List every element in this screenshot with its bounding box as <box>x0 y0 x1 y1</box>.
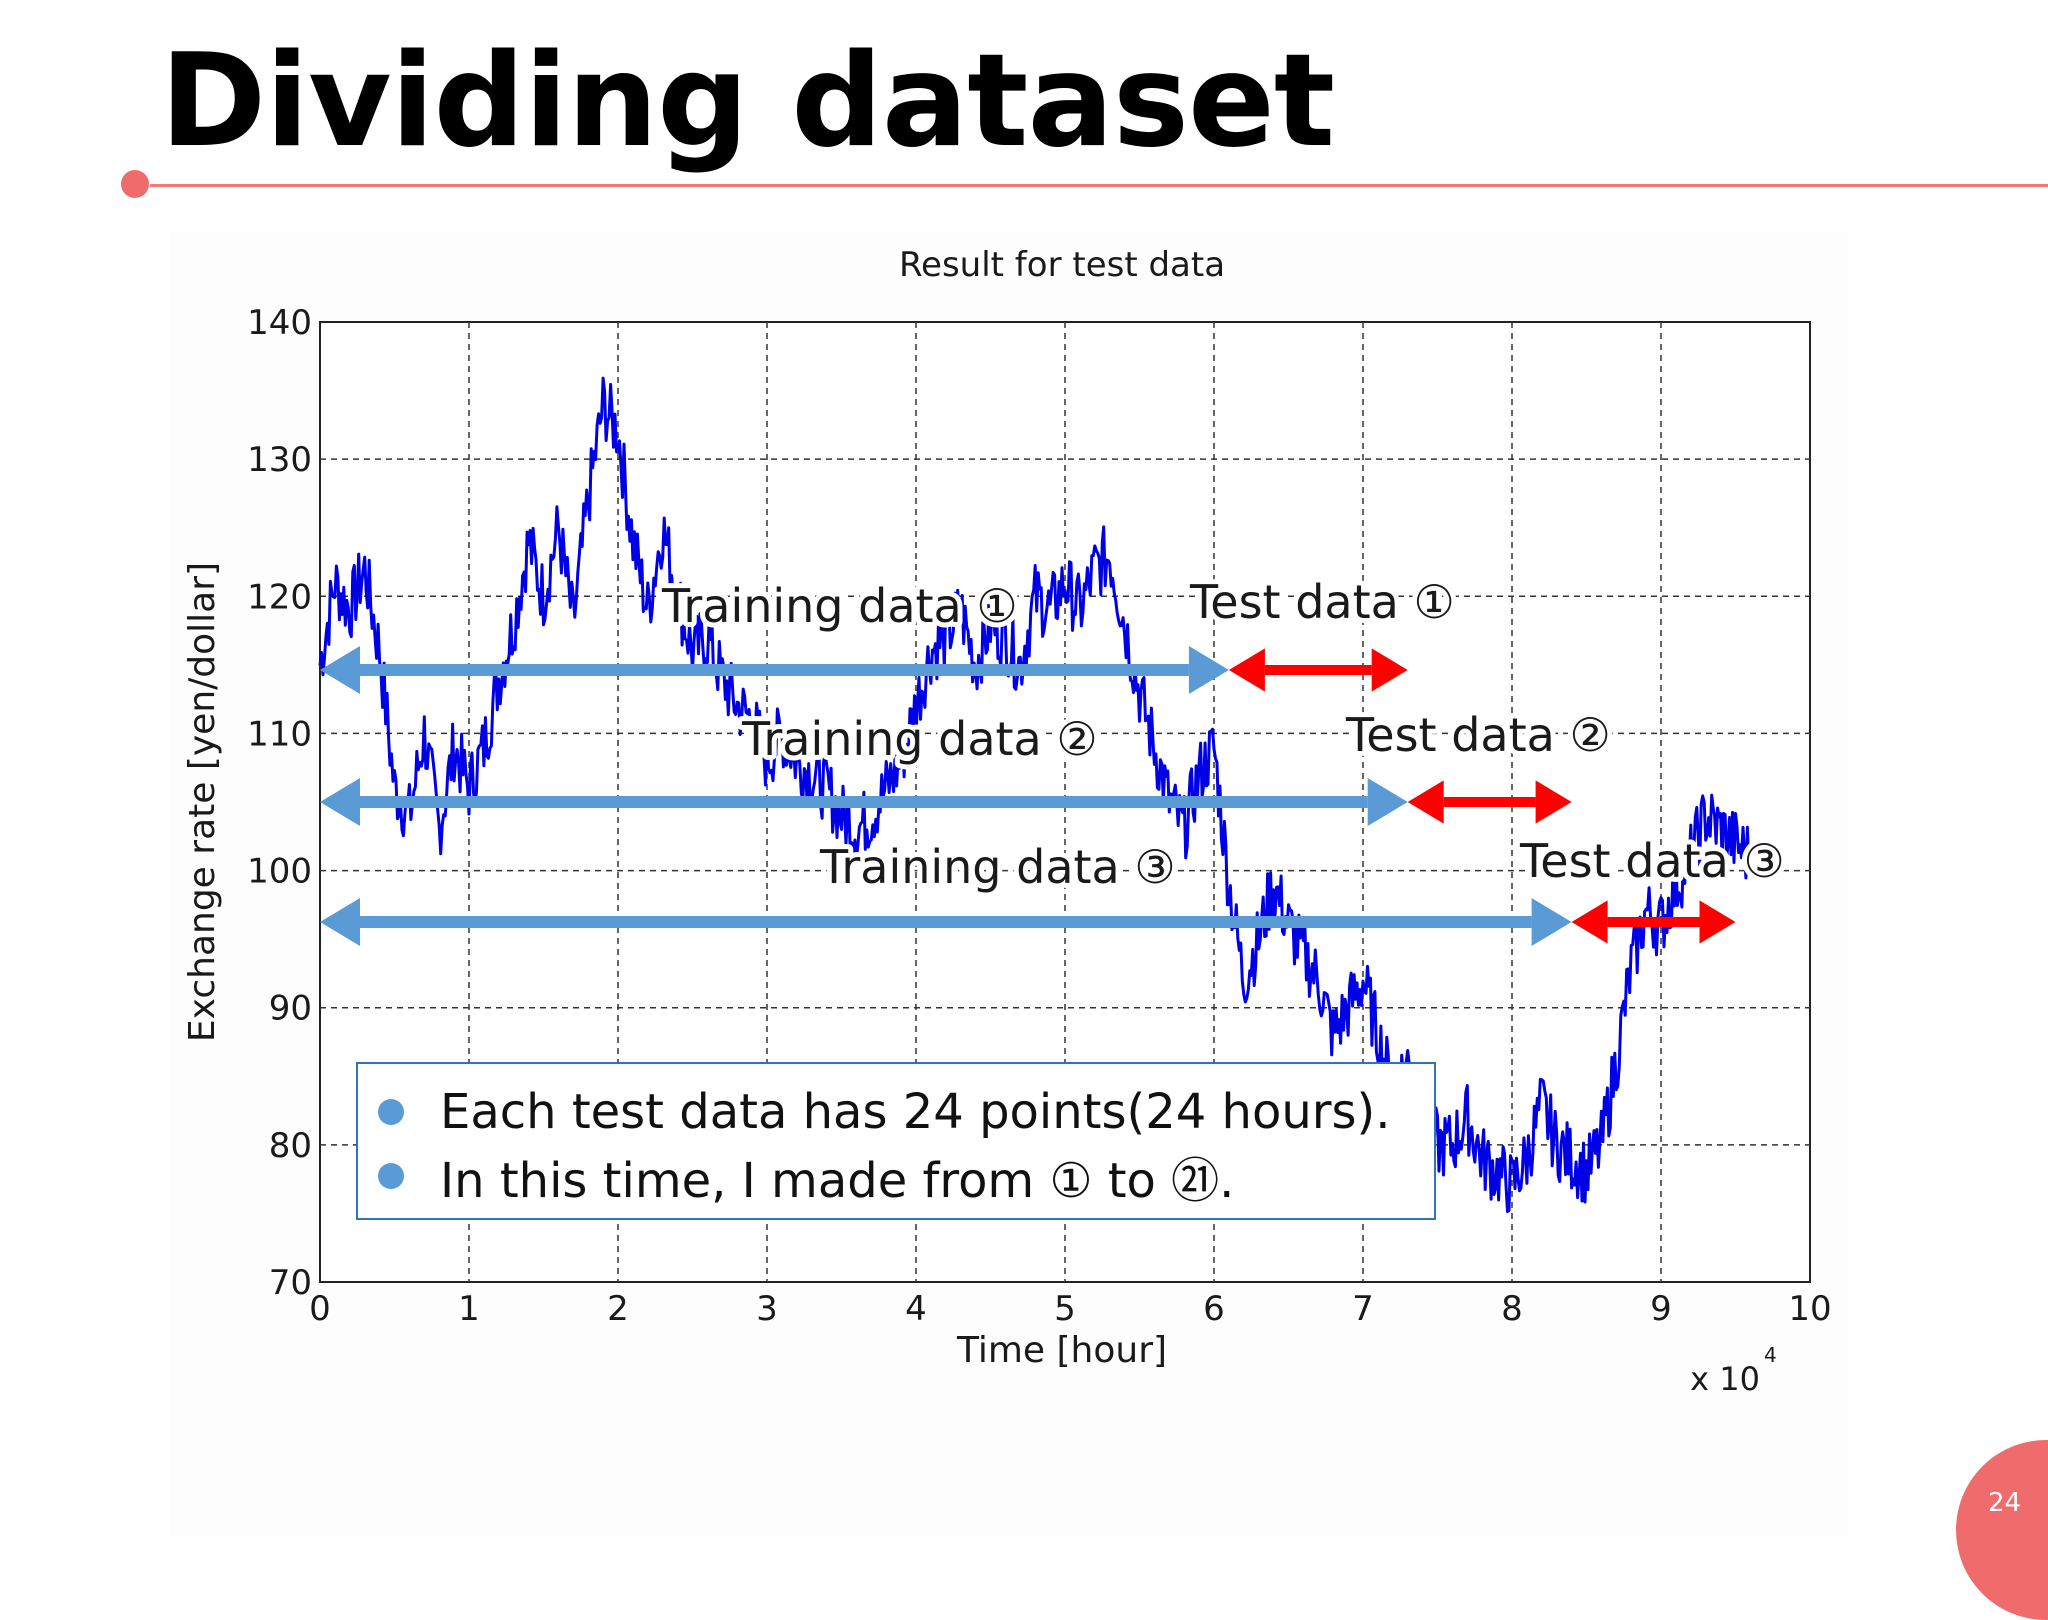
test-data-3-label: Test data ③ <box>1519 834 1785 888</box>
x-multiplier-base: x 10 <box>1690 1360 1760 1398</box>
info-box: Each test data has 24 points(24 hours). … <box>356 1062 1436 1220</box>
y-tick-label: 80 <box>269 1126 312 1166</box>
x-tick-label: 6 <box>1203 1289 1225 1329</box>
info-bullet-item: In this time, I made from ① to ㉑. <box>378 1144 1434 1209</box>
test-data-1-label: Test data ① <box>1189 575 1455 629</box>
chart-panel: Result for test data 0 1 2 3 4 5 6 7 8 9 10 70 80 90 1… <box>170 232 1848 1536</box>
range-arrows <box>320 646 1736 946</box>
training-range-arrow-3 <box>320 898 1572 946</box>
x-tick-label: 3 <box>756 1289 778 1329</box>
x-tick-label: 5 <box>1054 1289 1076 1329</box>
title-divider <box>150 184 2048 187</box>
test-range-arrow-1-right-head <box>1371 648 1408 692</box>
bullet-dot-icon <box>378 1163 404 1189</box>
test-range-arrow-1-left-head <box>1228 648 1265 692</box>
x-axis-label: Time [hour] <box>956 1330 1167 1371</box>
y-tick-label: 70 <box>269 1263 312 1303</box>
tick-labels: 0 1 2 3 4 5 6 7 8 9 10 70 80 90 100 110 120 130 140 <box>247 303 1832 1329</box>
y-axis-label: Exchange rate [yen/dollar] <box>182 562 223 1042</box>
x-tick-label: 7 <box>1352 1289 1374 1329</box>
x-tick-label: 10 <box>1788 1289 1831 1329</box>
page-number-badge <box>1956 1440 2048 1620</box>
training-data-3-label: Training data ③ <box>819 840 1176 894</box>
x-tick-label: 1 <box>458 1289 480 1329</box>
exchange-rate-line <box>318 376 1752 1214</box>
y-tick-label: 120 <box>247 577 312 617</box>
title-divider-dot <box>121 170 149 198</box>
y-tick-label: 130 <box>247 440 312 480</box>
x-tick-label: 2 <box>607 1289 629 1329</box>
y-tick-label: 140 <box>247 303 312 343</box>
test-range-arrow-3-right-head <box>1699 900 1736 944</box>
x-tick-label: 4 <box>905 1289 927 1329</box>
training-range-arrow-2-left-head <box>320 778 360 826</box>
test-range-arrow-2-left-head <box>1407 780 1444 824</box>
x-tick-label: 8 <box>1501 1289 1523 1329</box>
bullet-dot-icon <box>378 1099 404 1125</box>
test-range-arrow-1 <box>1228 648 1408 692</box>
grid-lines <box>320 322 1810 1282</box>
x-tick-label: 9 <box>1650 1289 1672 1329</box>
test-range-arrow-3 <box>1571 900 1736 944</box>
test-range-arrow-3-left-head <box>1571 900 1608 944</box>
y-tick-label: 110 <box>247 714 312 754</box>
chart-title: Result for test data <box>899 245 1225 285</box>
info-bullet-text: Each test data has 24 points(24 hours). <box>440 1084 1391 1140</box>
training-range-arrow-2-right-head <box>1367 778 1408 826</box>
y-tick-label: 90 <box>269 989 312 1029</box>
training-range-arrow-1 <box>320 646 1229 694</box>
info-bullet-item: Each test data has 24 points(24 hours). <box>378 1080 1434 1144</box>
x-multiplier-label: x 10 <box>1690 1360 1760 1398</box>
page-number: 24 <box>1988 1488 2022 1518</box>
test-range-arrow-2-right-head <box>1535 780 1572 824</box>
y-tick-label: 100 <box>247 852 312 892</box>
test-range-arrow-2 <box>1407 780 1572 824</box>
training-range-arrow-1-right-head <box>1188 646 1229 694</box>
training-range-arrow-3-right-head <box>1531 898 1572 946</box>
x-tick-label: 0 <box>309 1289 331 1329</box>
training-data-1-label: Training data ① <box>661 579 1018 633</box>
test-data-2-label: Test data ② <box>1345 708 1611 762</box>
x-multiplier-exponent: 4 <box>1764 1343 1777 1367</box>
series-lines <box>318 376 1752 1214</box>
training-range-arrow-1-left-head <box>320 646 360 694</box>
training-range-arrow-3-left-head <box>320 898 360 946</box>
training-data-2-label: Training data ② <box>741 712 1098 766</box>
slide-title: Dividing dataset <box>160 27 1335 176</box>
training-range-arrow-2 <box>320 778 1408 826</box>
info-bullet-text: In this time, I made from ① to ㉑. <box>440 1153 1235 1209</box>
exchange-rate-chart: Result for test data 0 1 2 3 4 5 6 7 8 9 10 70 80 90 1… <box>182 245 1832 1398</box>
